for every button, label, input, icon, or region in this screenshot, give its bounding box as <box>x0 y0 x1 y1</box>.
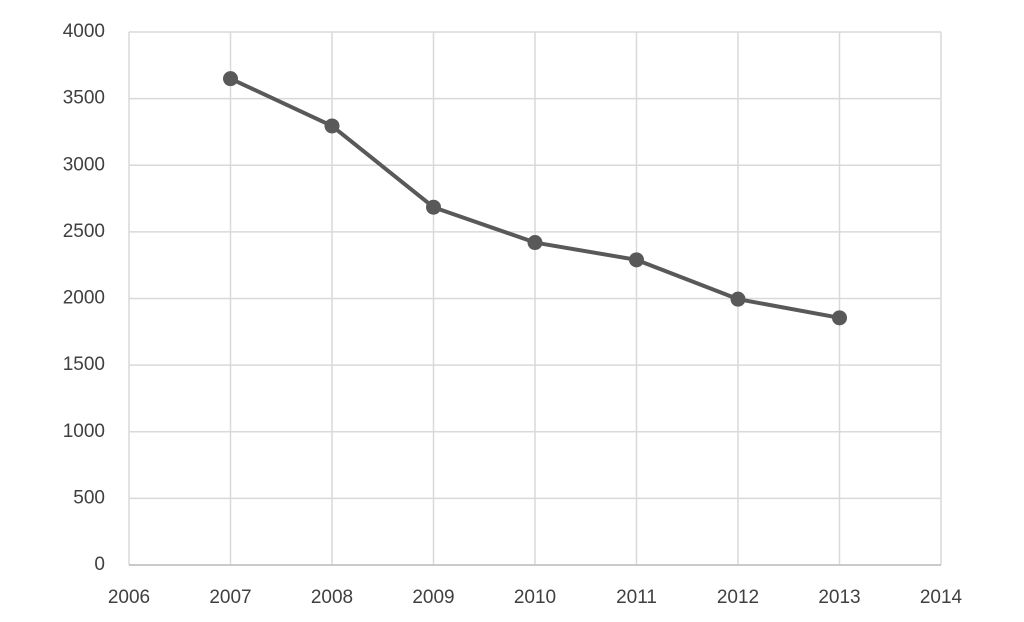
y-tick-label: 3500 <box>63 88 105 109</box>
x-tick-label: 2008 <box>311 587 353 608</box>
data-point <box>629 252 644 268</box>
data-point <box>223 71 238 87</box>
x-tick-label: 2006 <box>108 587 150 608</box>
y-tick-label: 2500 <box>63 221 105 242</box>
data-point <box>426 199 441 215</box>
y-tick-label: 0 <box>94 554 105 575</box>
y-tick-label: 500 <box>73 487 105 508</box>
x-tick-label: 2013 <box>818 587 860 608</box>
x-tick-label: 2011 <box>616 587 657 608</box>
y-tick-label: 2000 <box>63 288 105 309</box>
x-tick-label: 2012 <box>717 587 759 608</box>
data-point <box>730 291 746 307</box>
x-tick-label: 2014 <box>920 587 963 608</box>
data-point <box>832 310 847 326</box>
y-tick-label: 3000 <box>63 154 105 175</box>
data-point <box>324 118 340 134</box>
y-tick-label: 4000 <box>63 21 105 42</box>
y-tick-label: 1500 <box>63 354 105 375</box>
x-tick-label: 2007 <box>209 587 251 608</box>
data-point <box>527 235 543 251</box>
x-tick-label: 2010 <box>514 587 556 608</box>
x-tick-label: 2009 <box>412 587 454 608</box>
y-tick-label: 1000 <box>63 421 105 442</box>
